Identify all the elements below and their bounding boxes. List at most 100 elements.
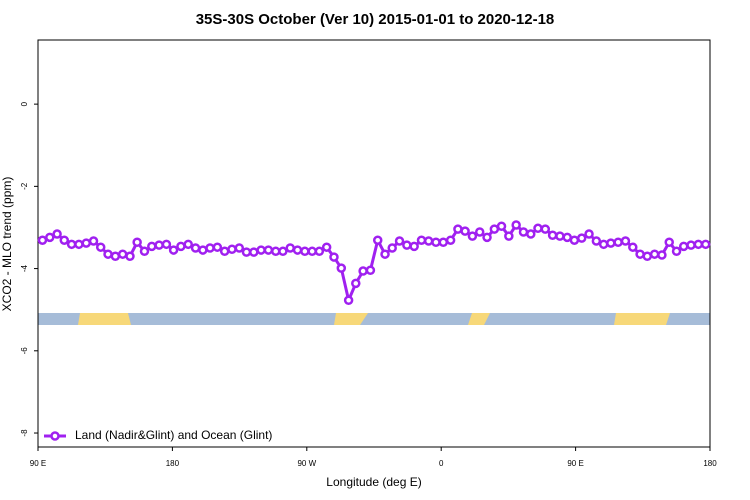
point <box>256 245 266 255</box>
point <box>700 239 711 250</box>
point <box>365 265 376 275</box>
point <box>110 251 121 261</box>
y-tick-label: -8 <box>20 429 29 437</box>
chart-title: 35S-30S October (Ver 10) 2015-01-01 to 2… <box>196 11 555 28</box>
point <box>74 239 84 250</box>
point <box>45 232 55 243</box>
point <box>394 236 405 246</box>
point <box>467 231 478 241</box>
point <box>300 246 310 257</box>
point <box>168 245 179 255</box>
x-tick-label: 180 <box>703 459 717 468</box>
point <box>292 245 303 255</box>
y-tick-label: -4 <box>20 264 29 272</box>
point <box>474 227 485 237</box>
point <box>205 243 215 253</box>
legend-label: Land (Nadir&Glint) and Ocean (Glint) <box>75 428 272 442</box>
point <box>52 229 62 239</box>
point <box>249 247 259 257</box>
point <box>496 221 507 231</box>
point <box>693 239 704 250</box>
x-tick-label: 90 W <box>297 459 316 468</box>
point <box>576 233 587 243</box>
x-tick-label: 90 E <box>30 459 46 468</box>
point <box>569 235 580 245</box>
point <box>343 295 354 305</box>
point <box>190 243 201 253</box>
point <box>431 237 441 248</box>
point <box>606 238 616 248</box>
y-tick-label: -6 <box>20 347 29 355</box>
point <box>423 236 434 246</box>
point <box>402 240 412 250</box>
x-tick-label: 90 E <box>567 459 583 468</box>
point <box>219 246 230 257</box>
point <box>176 241 186 252</box>
y-tick-label: -2 <box>20 182 29 190</box>
point <box>278 246 288 257</box>
point <box>263 245 274 255</box>
point <box>321 242 332 252</box>
point <box>59 235 70 245</box>
point <box>117 249 128 259</box>
point <box>154 240 164 250</box>
point <box>409 241 419 252</box>
point <box>380 249 390 259</box>
point <box>416 235 427 245</box>
point <box>613 237 623 248</box>
point <box>584 229 594 239</box>
point <box>103 249 113 259</box>
point <box>642 251 653 261</box>
point <box>533 223 543 234</box>
y-tick-label: 0 <box>20 101 29 106</box>
point <box>649 249 660 259</box>
point <box>620 236 631 246</box>
y-axis-label: XCO2 - MLO trend (ppm) <box>0 177 14 312</box>
point <box>438 237 449 248</box>
point <box>132 237 142 248</box>
point <box>81 238 91 248</box>
point <box>351 278 361 289</box>
point <box>139 246 150 257</box>
point <box>387 243 397 253</box>
point <box>504 231 514 241</box>
point <box>372 235 383 245</box>
point <box>95 242 106 252</box>
x-axis-label: Longitude (deg E) <box>326 475 421 489</box>
point <box>686 240 696 250</box>
point <box>285 243 295 253</box>
point <box>511 220 521 230</box>
point <box>234 243 245 253</box>
point <box>227 244 237 255</box>
point <box>678 241 689 252</box>
land-ocean-strip <box>38 313 710 325</box>
point <box>358 266 368 276</box>
point <box>540 224 551 234</box>
point <box>147 241 157 252</box>
point <box>314 246 325 257</box>
point <box>183 239 193 250</box>
point <box>526 229 536 239</box>
x-tick-label: 0 <box>439 459 444 468</box>
point <box>628 242 638 252</box>
x-tick-label: 180 <box>166 459 180 468</box>
point <box>671 246 682 257</box>
point <box>664 237 674 248</box>
point <box>125 251 135 261</box>
point <box>482 232 492 243</box>
point <box>88 236 99 246</box>
point <box>445 235 456 245</box>
point <box>161 239 172 250</box>
legend-marker <box>50 431 60 441</box>
point <box>518 227 529 237</box>
point <box>241 247 252 257</box>
point <box>555 231 565 241</box>
point <box>460 226 470 236</box>
point <box>329 252 339 262</box>
point <box>657 250 667 260</box>
point <box>212 242 223 252</box>
point <box>591 236 602 246</box>
point <box>598 239 609 250</box>
